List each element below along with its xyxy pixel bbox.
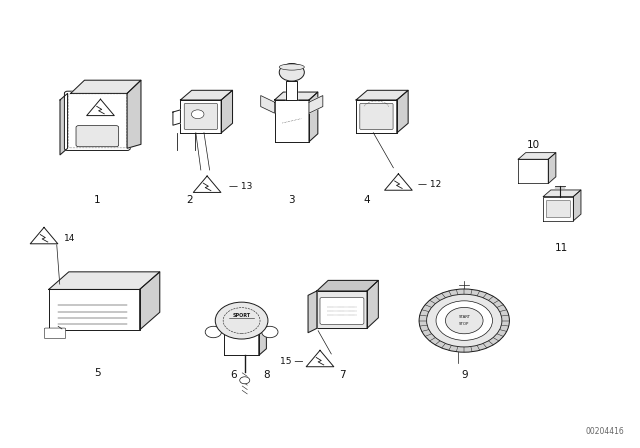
Circle shape xyxy=(205,326,221,338)
Polygon shape xyxy=(260,95,275,113)
Polygon shape xyxy=(140,272,160,330)
Polygon shape xyxy=(356,100,397,133)
Text: 5: 5 xyxy=(94,368,100,378)
Circle shape xyxy=(279,64,305,81)
Polygon shape xyxy=(518,159,548,183)
Text: STOP: STOP xyxy=(459,322,470,326)
Text: 4: 4 xyxy=(364,195,371,205)
Text: 2: 2 xyxy=(186,195,193,205)
Polygon shape xyxy=(308,291,317,333)
Polygon shape xyxy=(518,153,556,159)
Polygon shape xyxy=(127,80,141,148)
Polygon shape xyxy=(275,92,318,100)
FancyBboxPatch shape xyxy=(320,297,364,324)
Text: 11: 11 xyxy=(555,243,568,253)
Circle shape xyxy=(262,326,278,338)
Circle shape xyxy=(427,294,502,347)
Text: 15 —: 15 — xyxy=(280,357,304,366)
Polygon shape xyxy=(397,90,408,133)
Text: 3: 3 xyxy=(289,195,295,205)
Polygon shape xyxy=(543,190,581,197)
Polygon shape xyxy=(30,228,58,244)
Polygon shape xyxy=(180,100,221,133)
Text: START: START xyxy=(458,315,470,319)
Circle shape xyxy=(436,301,493,340)
Polygon shape xyxy=(225,325,259,355)
Text: 10: 10 xyxy=(527,140,540,150)
Text: 9: 9 xyxy=(461,370,468,380)
Polygon shape xyxy=(306,350,334,367)
Polygon shape xyxy=(385,174,412,190)
Polygon shape xyxy=(180,90,232,100)
Polygon shape xyxy=(49,289,140,330)
Text: 00204416: 00204416 xyxy=(586,426,624,435)
Polygon shape xyxy=(173,110,180,125)
Polygon shape xyxy=(317,280,378,291)
Circle shape xyxy=(215,302,268,339)
Circle shape xyxy=(191,110,204,119)
FancyBboxPatch shape xyxy=(65,91,131,151)
Polygon shape xyxy=(70,80,141,93)
Polygon shape xyxy=(356,90,408,100)
Polygon shape xyxy=(286,81,298,100)
Circle shape xyxy=(445,307,483,334)
Text: SPORT: SPORT xyxy=(232,313,251,318)
Text: 14: 14 xyxy=(64,233,76,242)
Polygon shape xyxy=(259,319,266,355)
Polygon shape xyxy=(86,99,115,116)
Polygon shape xyxy=(367,280,378,328)
Polygon shape xyxy=(49,272,160,289)
Text: 1: 1 xyxy=(94,195,100,205)
Text: 6: 6 xyxy=(230,370,237,380)
FancyBboxPatch shape xyxy=(76,125,118,147)
Text: — 13: — 13 xyxy=(229,182,252,191)
Circle shape xyxy=(419,289,509,352)
Polygon shape xyxy=(225,319,266,325)
FancyBboxPatch shape xyxy=(184,103,218,129)
FancyBboxPatch shape xyxy=(547,201,570,218)
Text: 7: 7 xyxy=(339,370,345,380)
Polygon shape xyxy=(309,95,323,113)
Polygon shape xyxy=(221,90,232,133)
FancyBboxPatch shape xyxy=(44,328,66,339)
Polygon shape xyxy=(60,93,68,155)
Polygon shape xyxy=(317,291,367,328)
FancyBboxPatch shape xyxy=(360,103,393,129)
Polygon shape xyxy=(548,153,556,183)
Polygon shape xyxy=(193,176,221,193)
Circle shape xyxy=(240,377,250,384)
Text: 8: 8 xyxy=(264,370,270,380)
Ellipse shape xyxy=(279,64,305,70)
Polygon shape xyxy=(573,190,581,221)
Polygon shape xyxy=(275,100,309,142)
Polygon shape xyxy=(543,197,573,221)
Polygon shape xyxy=(309,92,318,142)
Text: — 12: — 12 xyxy=(419,180,442,189)
